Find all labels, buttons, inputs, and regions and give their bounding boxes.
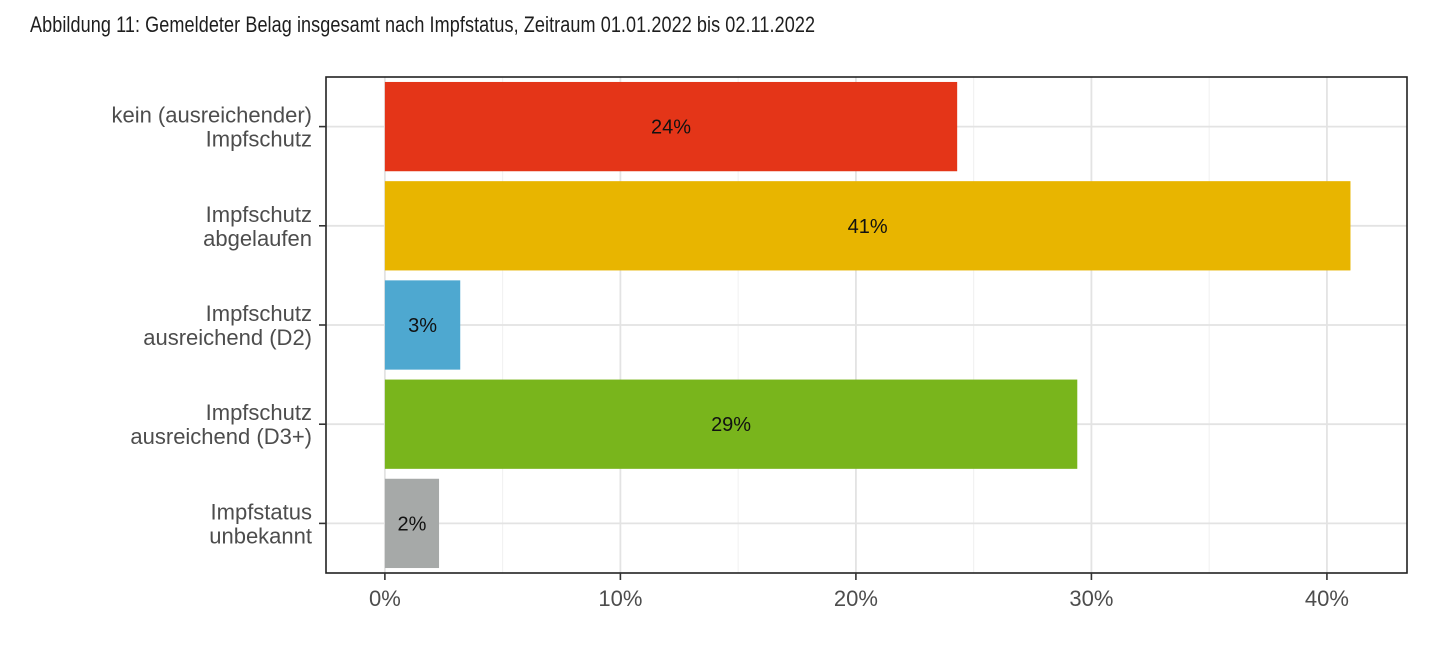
- category-label: Impfstatus unbekannt: [209, 499, 312, 548]
- x-tick-label: 30%: [1069, 586, 1113, 611]
- bar-value-label: 41%: [848, 216, 888, 238]
- x-tick-label: 40%: [1305, 586, 1349, 611]
- category-label-line: ausreichend (D2): [143, 325, 312, 350]
- bar-value-label: 2%: [398, 513, 427, 535]
- bar: [384, 478, 440, 569]
- category-label-line: abgelaufen: [203, 226, 312, 251]
- bar-value-label: 3%: [408, 315, 437, 337]
- figure-title: Abbildung 11: Gemeldeter Belag insgesamt…: [30, 12, 816, 37]
- category-label-line: Impfschutz: [206, 202, 312, 227]
- category-label-line: unbekannt: [209, 523, 312, 548]
- category-label: Impfschutz ausreichend (D3+): [130, 400, 312, 449]
- bar: [384, 379, 1078, 469]
- category-label: Impfschutz ausreichend (D2): [143, 301, 312, 350]
- bars: [384, 81, 1351, 569]
- bar: [384, 181, 1351, 271]
- bar-value-label: 24%: [651, 117, 691, 139]
- category-label-line: Impfschutz: [206, 301, 312, 326]
- category-label-line: Impfschutz: [206, 400, 312, 425]
- category-label: Impfschutz abgelaufen: [203, 202, 312, 251]
- category-label-line: Impfschutz: [206, 127, 312, 152]
- bar-labels: 24% 41% 3% 29% 2%: [398, 117, 888, 536]
- x-tick-label: 20%: [834, 586, 878, 611]
- bar-value-label: 29%: [711, 414, 751, 436]
- bar: [384, 280, 461, 370]
- category-label: kein (ausreichender) Impfschutz: [111, 103, 312, 152]
- category-label-line: Impfstatus: [211, 499, 312, 524]
- bar: [384, 81, 958, 172]
- axes: 0% 10% 20% 30% 40%kein (ausreichender) Impfsc…: [111, 103, 1348, 611]
- category-label-line: ausreichend (D3+): [130, 424, 312, 449]
- category-label-line: kein (ausreichender): [111, 103, 312, 128]
- x-tick-label: 10%: [598, 586, 642, 611]
- x-tick-label: 0%: [369, 586, 401, 611]
